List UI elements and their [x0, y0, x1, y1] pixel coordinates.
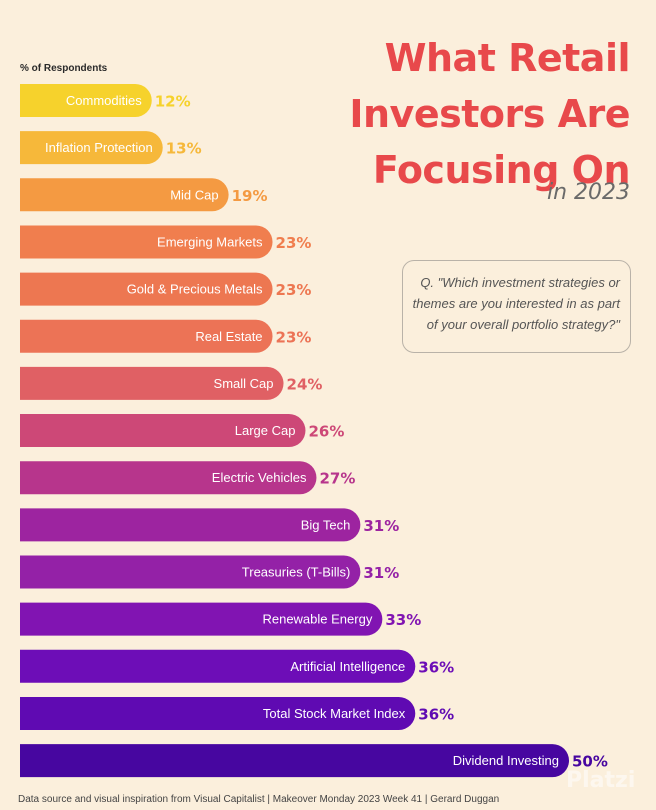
bar-label-small-cap: Small Cap	[214, 376, 274, 391]
bar-dividend-investing	[20, 744, 569, 778]
bar-label-total-stock-market-index: Total Stock Market Index	[263, 706, 406, 721]
value-label-small-cap: 24%	[287, 375, 323, 393]
axis-label: % of Respondents	[20, 63, 108, 74]
value-label-gold-precious-metals: 23%	[276, 281, 312, 299]
bar-label-large-cap: Large Cap	[235, 423, 296, 438]
bar-treasuries-t-bills	[20, 555, 361, 589]
bar-mid-cap	[20, 178, 229, 212]
bar-gold-precious-metals	[20, 272, 273, 306]
bar-commodities	[20, 84, 152, 117]
bar-label-emerging-markets: Emerging Markets	[157, 234, 263, 249]
bar-label-mid-cap: Mid Cap	[170, 187, 218, 202]
bar-label-treasuries-t-bills: Treasuries (T-Bills)	[242, 565, 351, 580]
bar-label-artificial-intelligence: Artificial Intelligence	[290, 659, 405, 674]
value-label-commodities: 12%	[155, 93, 191, 111]
page-title: What Retail Investors Are Focusing On	[349, 30, 630, 198]
value-label-total-stock-market-index: 36%	[418, 705, 454, 723]
bar-label-inflation-protection: Inflation Protection	[45, 140, 153, 155]
bar-label-gold-precious-metals: Gold & Precious Metals	[127, 282, 263, 297]
bar-label-real-estate: Real Estate	[195, 329, 262, 344]
value-label-large-cap: 26%	[308, 423, 344, 441]
value-label-electric-vehicles: 27%	[319, 470, 355, 488]
value-label-treasuries-t-bills: 31%	[363, 564, 399, 582]
bar-label-dividend-investing: Dividend Investing	[453, 753, 559, 768]
source-footer: Data source and visual inspiration from …	[18, 794, 500, 805]
title-line-2: Investors Are	[349, 92, 630, 136]
value-label-big-tech: 31%	[363, 517, 399, 535]
survey-question: Q. "Which investment strategies or theme…	[402, 260, 631, 353]
platzi-watermark: Platzi	[566, 768, 636, 793]
bar-inflation-protection	[20, 131, 163, 165]
value-label-real-estate: 23%	[276, 328, 312, 346]
value-label-mid-cap: 19%	[232, 187, 268, 205]
value-label-emerging-markets: 23%	[276, 234, 312, 252]
title-line-3: Focusing On	[372, 148, 631, 192]
value-label-artificial-intelligence: 36%	[418, 658, 454, 676]
bar-renewable-energy	[20, 602, 383, 636]
bar-electric-vehicles	[20, 461, 317, 495]
subtitle: in 2023	[546, 180, 630, 205]
bar-label-commodities: Commodities	[66, 93, 142, 108]
bar-label-big-tech: Big Tech	[301, 517, 351, 532]
bar-emerging-markets	[20, 225, 273, 259]
title-line-1: What Retail	[384, 36, 631, 80]
bar-total-stock-market-index	[20, 696, 416, 730]
bar-label-renewable-energy: Renewable Energy	[262, 612, 372, 627]
bar-small-cap	[20, 366, 284, 400]
value-label-dividend-investing: 50%	[572, 753, 608, 771]
value-label-inflation-protection: 13%	[166, 140, 202, 158]
value-label-renewable-energy: 33%	[385, 611, 421, 629]
bar-large-cap	[20, 414, 306, 448]
bar-artificial-intelligence	[20, 649, 416, 683]
bar-real-estate	[20, 319, 273, 353]
bar-big-tech	[20, 508, 361, 542]
bar-label-electric-vehicles: Electric Vehicles	[212, 470, 307, 485]
